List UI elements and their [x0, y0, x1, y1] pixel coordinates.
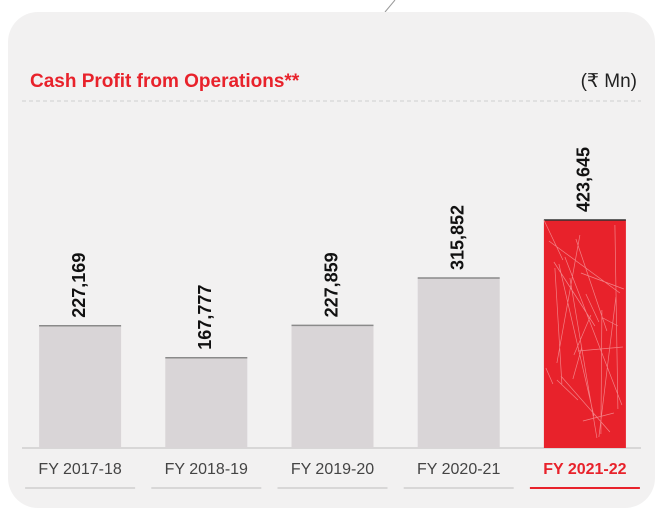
- x-tick-label: FY 2020-21: [417, 461, 500, 478]
- chart-title: Cash Profit from Operations**: [30, 71, 300, 92]
- x-tick-label: FY 2018-19: [165, 461, 248, 478]
- bar: [418, 278, 500, 448]
- x-tick-label: FY 2019-20: [291, 461, 374, 478]
- value-label: 227,859: [321, 252, 341, 317]
- value-label: 167,777: [195, 285, 215, 350]
- value-label: 227,169: [69, 253, 89, 318]
- x-tick-label: FY 2021-22: [543, 461, 626, 478]
- x-tick-label: FY 2017-18: [38, 461, 121, 478]
- value-label: 423,645: [574, 147, 594, 212]
- chart: Cash Profit from Operations** (₹ Mn) 227…: [0, 0, 663, 519]
- bar: [165, 358, 247, 448]
- bar: [39, 326, 121, 448]
- bar: [544, 220, 626, 448]
- unit-label: (₹ Mn): [581, 71, 637, 92]
- decor-line: [385, 0, 395, 12]
- value-label: 315,852: [447, 205, 467, 270]
- bar: [292, 325, 374, 448]
